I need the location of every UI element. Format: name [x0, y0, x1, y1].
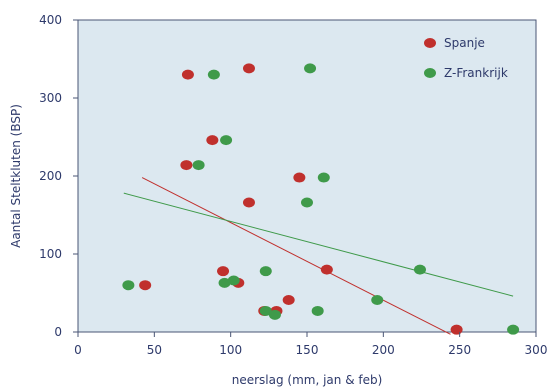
- data-point-z-frankrijk: [259, 305, 272, 316]
- legend-label: Spanje: [444, 36, 485, 50]
- y-tick-label: 200: [39, 169, 62, 183]
- data-point-z-frankrijk: [301, 197, 313, 208]
- x-tick-label: 250: [448, 343, 471, 357]
- data-point-spanje: [139, 280, 152, 291]
- trendline-spanje: [141, 177, 451, 335]
- data-point-z-frankrijk: [227, 275, 240, 286]
- data-point-z-frankrijk: [304, 63, 317, 74]
- data-point-spanje: [320, 264, 333, 275]
- data-point-spanje: [293, 172, 306, 183]
- legend-label: Z-Frankrijk: [444, 66, 508, 80]
- data-point-z-frankrijk: [413, 264, 426, 275]
- legend: Spanje Z-Frankrijk: [424, 36, 508, 80]
- data-point-spanje: [282, 295, 295, 306]
- legend-entry-spanje: Spanje: [424, 36, 485, 50]
- data-point-z-frankrijk: [507, 324, 520, 335]
- data-points: [122, 63, 520, 335]
- legend-entry-z-frankrijk: Z-Frankrijk: [424, 66, 508, 80]
- data-point-z-frankrijk: [317, 172, 330, 183]
- x-tick-label: 300: [525, 343, 547, 357]
- data-point-spanje: [242, 197, 255, 208]
- data-point-z-frankrijk: [192, 160, 205, 171]
- axis-ticks: 0 50 100 150 200 250 300 0 100 200 300 400: [39, 13, 547, 357]
- data-point-z-frankrijk: [268, 309, 281, 320]
- data-point-z-frankrijk: [371, 295, 384, 306]
- data-point-spanje: [206, 135, 219, 146]
- data-point-z-frankrijk: [259, 266, 272, 277]
- x-axis-label: neerslag (mm, jan & feb): [232, 373, 383, 387]
- y-tick-label: 300: [39, 91, 62, 105]
- data-point-spanje: [180, 160, 193, 171]
- x-tick-label: 50: [147, 343, 162, 357]
- trendlines: [123, 177, 514, 335]
- y-tick-label: 400: [39, 13, 62, 27]
- trendline-z-frankrijk: [123, 192, 514, 297]
- legend-marker: [424, 38, 436, 48]
- data-point-z-frankrijk: [122, 280, 135, 291]
- data-point-spanje: [181, 69, 194, 80]
- x-tick-label: 150: [296, 343, 319, 357]
- x-tick-label: 200: [372, 343, 395, 357]
- y-tick-label: 100: [39, 247, 62, 261]
- data-point-spanje: [242, 63, 255, 74]
- data-point-spanje: [450, 324, 463, 335]
- legend-marker: [424, 68, 436, 78]
- y-tick-label: 0: [54, 325, 62, 339]
- x-tick-label: 100: [219, 343, 242, 357]
- data-point-z-frankrijk: [311, 305, 324, 316]
- x-tick-label: 0: [74, 343, 82, 357]
- data-point-spanje: [217, 266, 230, 277]
- data-point-z-frankrijk: [220, 135, 233, 146]
- y-axis-label: Aantal Steltkluten (BSP): [9, 104, 23, 248]
- data-point-z-frankrijk: [207, 69, 220, 80]
- data-point-z-frankrijk: [218, 277, 231, 288]
